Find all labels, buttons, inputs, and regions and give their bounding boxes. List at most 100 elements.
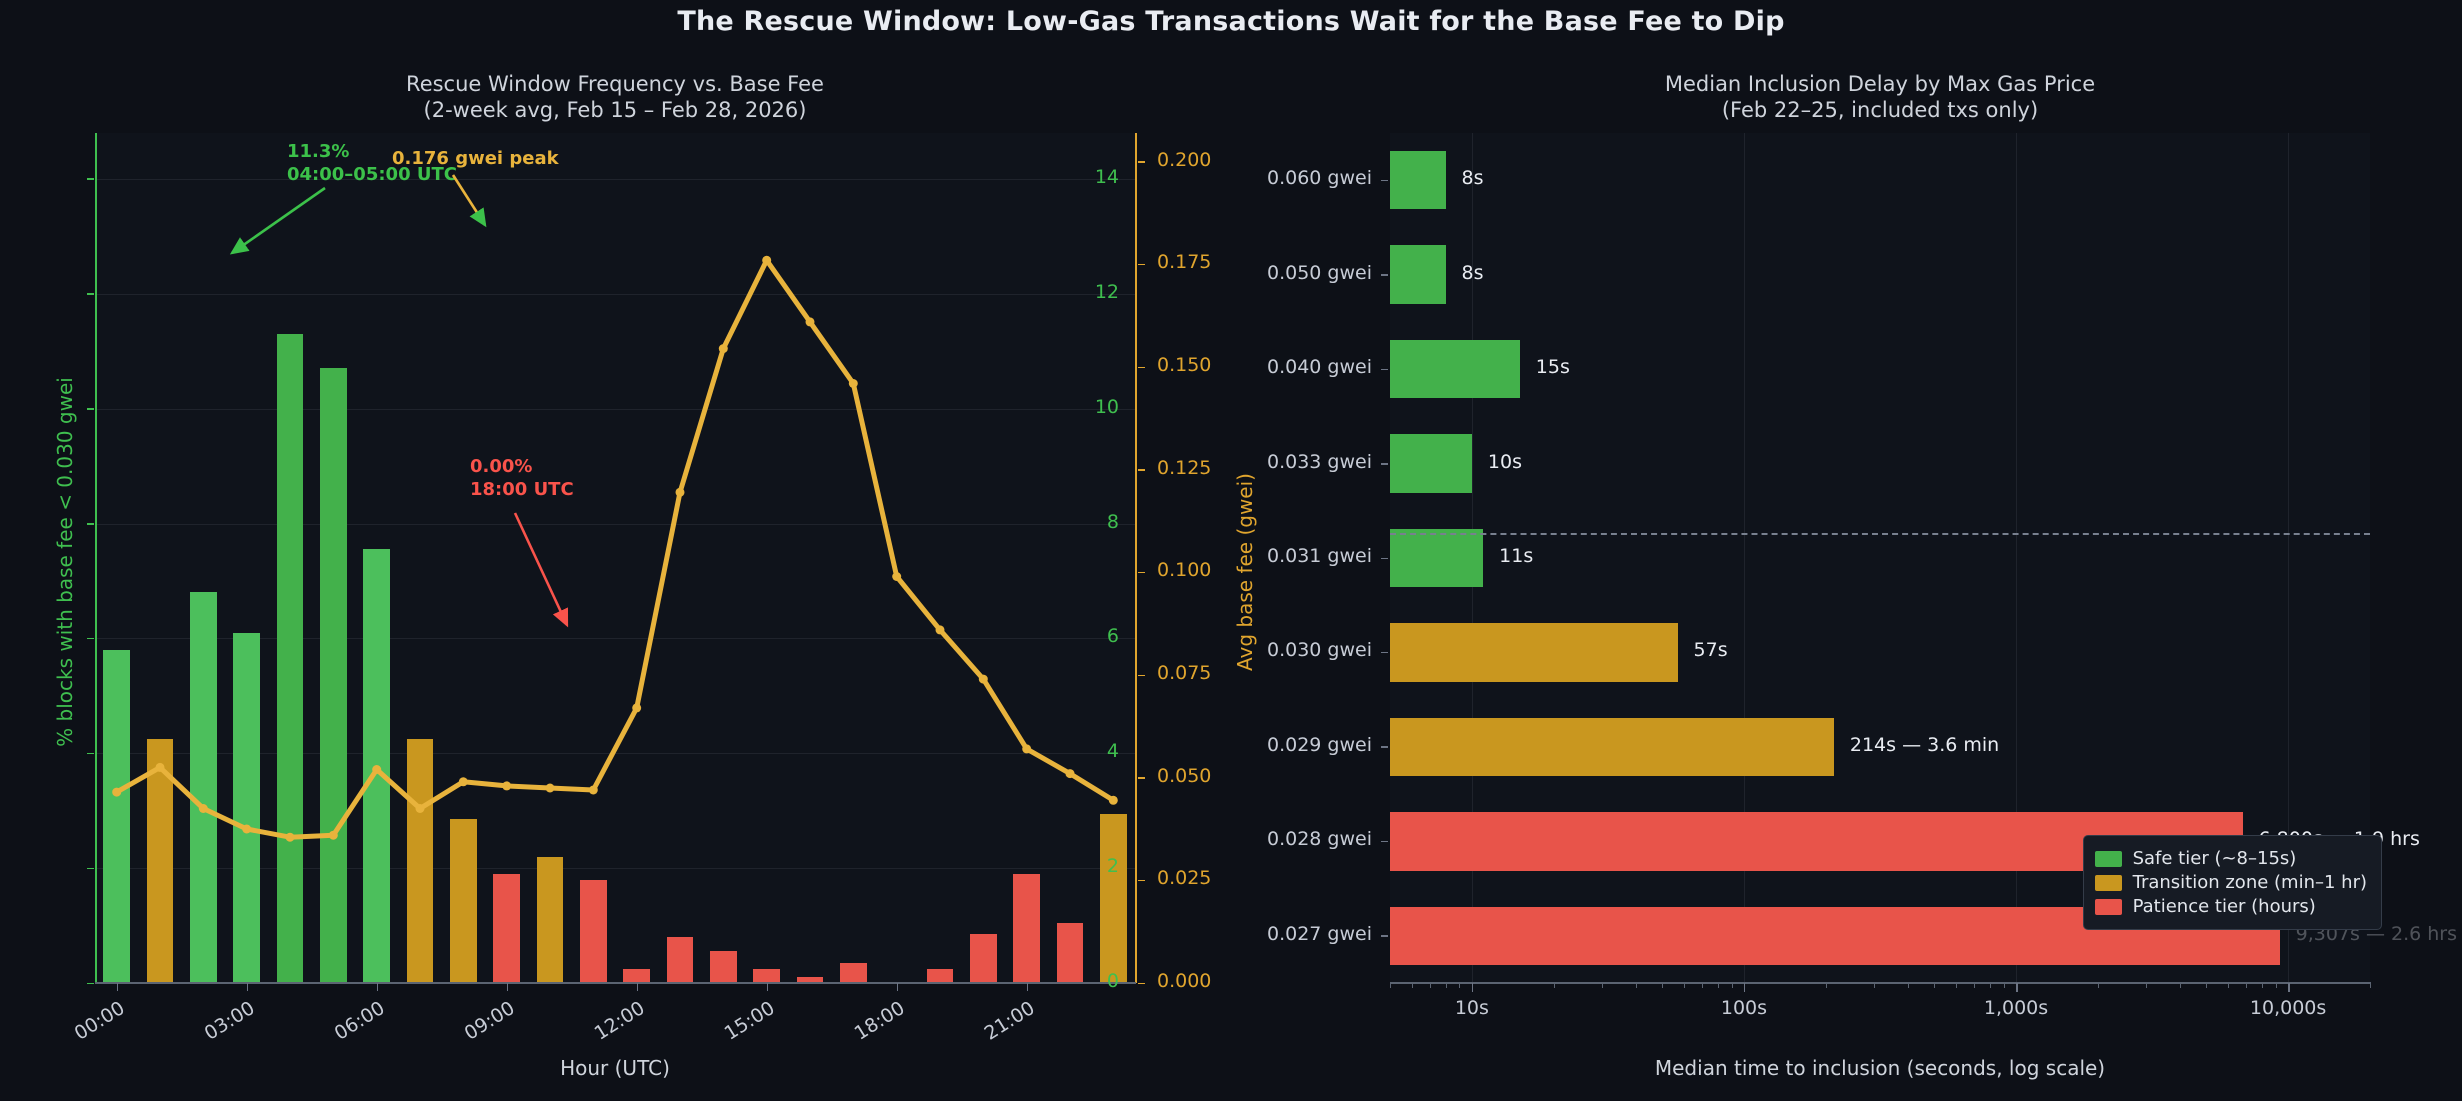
base-fee-point-20:00 — [978, 674, 988, 684]
x-minor-tickmark — [2145, 983, 2147, 988]
bar-hour-08:00 — [449, 819, 477, 983]
bar-hour-09:00 — [493, 873, 521, 983]
legend-swatch-transition-icon — [2094, 874, 2122, 891]
bar-hour-11:00 — [579, 879, 607, 983]
legend-label-patience: Patience tier (hours) — [2132, 896, 2316, 917]
base-fee-point-15:00 — [762, 255, 772, 265]
category-tickmark — [1381, 179, 1388, 182]
x-minor-tickmark — [2261, 983, 2263, 988]
gridline — [95, 983, 1135, 984]
category-label-0-028-gwei: 0.028 gwei — [1266, 828, 1372, 851]
tier-legend: Safe tier (~8–15s) Transition zone (min–… — [2082, 835, 2382, 930]
x-tickmark — [636, 983, 639, 991]
x-minor-tickmark — [2179, 983, 2181, 988]
vertical-gridline — [2016, 133, 2018, 983]
x-minor-tickmark — [1662, 983, 1664, 988]
x-minor-tickmark — [1973, 983, 1975, 988]
bar-hour-13:00 — [666, 937, 694, 983]
base-fee-point-01:00 — [155, 762, 165, 772]
x-tickmark — [376, 983, 379, 991]
left-y-tick-0: 0 — [1106, 970, 1119, 992]
left-y-tickmark — [87, 637, 94, 640]
category-label-0-050-gwei: 0.050 gwei — [1266, 261, 1372, 284]
value-label-0-040-gwei: 15s — [1535, 356, 1570, 379]
bar-hour-16:00 — [796, 977, 824, 983]
base-fee-point-09:00 — [502, 781, 512, 791]
x-tick-12:00: 12:00 — [590, 997, 649, 1045]
right-x-spine — [1390, 982, 2371, 984]
base-fee-point-18:00 — [892, 572, 902, 581]
right-y-tick-0.175: 0.175 — [1157, 251, 1212, 274]
base-fee-point-21:00 — [1022, 744, 1032, 754]
right-y-tick-0.050: 0.050 — [1157, 764, 1212, 787]
x-minor-tickmark — [1701, 983, 1703, 988]
annotation-zero-rescue-window: 0.00% 18:00 UTC — [470, 456, 574, 501]
left-y-tick-2: 2 — [1106, 855, 1119, 878]
x-tick-1,000s: 1,000s — [1983, 997, 2049, 1019]
bar-hour-10:00 — [536, 856, 564, 983]
base-fee-point-19:00 — [935, 625, 945, 635]
x-minor-tickmark — [1445, 983, 1447, 988]
x-tick-18:00: 18:00 — [850, 997, 909, 1045]
x-tick-06:00: 06:00 — [330, 997, 389, 1045]
category-label-0-033-gwei: 0.033 gwei — [1266, 450, 1372, 473]
value-label-0-029-gwei: 214s — 3.6 min — [1849, 733, 2000, 756]
x-minor-tickmark — [2003, 983, 2005, 988]
left-y-tickmark — [87, 867, 94, 870]
left-y-tickmark — [87, 178, 94, 180]
base-fee-line-series — [112, 255, 1118, 842]
right-y-spine — [1135, 133, 1137, 983]
bar-hour-01:00 — [146, 738, 174, 983]
x-minor-tickmark — [2097, 983, 2099, 988]
left-y-tick-12: 12 — [1094, 280, 1119, 303]
x-minor-tickmark — [1989, 983, 1991, 988]
x-tick-00:00: 00:00 — [70, 997, 129, 1045]
value-label-0-050-gwei: 8s — [1461, 261, 1484, 284]
legend-label-transition: Transition zone (min–1 hr) — [2132, 872, 2367, 893]
x-tick-10s: 10s — [1454, 997, 1489, 1019]
left-y-tick-14: 14 — [1094, 165, 1119, 188]
base-fee-point-17:00 — [848, 379, 858, 388]
category-label-0-027-gwei: 0.027 gwei — [1266, 922, 1372, 945]
right-chart-panel: 0.060 gwei 8s 0.050 gwei 8s 0.040 gwei 15s 0.0… — [1267, 133, 2457, 1019]
right-x-axis-label: Median time to inclusion (seconds, log s… — [1654, 1056, 2106, 1080]
x-tick-03:00: 03:00 — [200, 997, 259, 1045]
right-y-tickmark — [1138, 777, 1145, 779]
annotation-peak-base-fee: 0.176 gwei peak — [392, 148, 559, 169]
x-tick-100s: 100s — [1720, 997, 1768, 1019]
right-y-tick-0.200: 0.200 — [1157, 148, 1212, 171]
left-y-tick-6: 6 — [1106, 625, 1119, 648]
bar-hour-02:00 — [189, 592, 217, 983]
bar-hour-00:00 — [103, 649, 131, 983]
right-y-tickmark — [1138, 469, 1145, 471]
vertical-gridline — [2288, 133, 2290, 983]
x-tickmark — [506, 983, 509, 991]
legend-item-patience: Patience tier (hours) — [2094, 896, 2367, 917]
base-fee-point-00:00 — [112, 787, 122, 797]
bar-0-040-gwei — [1390, 339, 1520, 399]
x-minor-tickmark — [1825, 983, 1827, 988]
x-tickmark — [2288, 983, 2290, 992]
value-label-0-060-gwei: 8s — [1461, 167, 1484, 190]
left-y-tick-10: 10 — [1094, 395, 1119, 418]
base-fee-point-12:00 — [632, 703, 642, 713]
gridline — [95, 178, 1135, 180]
gridline — [95, 408, 1135, 410]
category-tickmark — [1381, 935, 1388, 937]
right-y-tickmark — [1138, 161, 1145, 163]
right-y-tick-0.025: 0.025 — [1157, 867, 1212, 890]
tier-divider-line — [1390, 533, 2370, 535]
bar-0-031-gwei — [1390, 528, 1484, 588]
base-fee-point-14:00 — [718, 344, 728, 354]
right-y-tick-0.150: 0.150 — [1157, 354, 1212, 377]
bar-hour-22:00 — [1056, 922, 1084, 983]
left-y-tick-4: 4 — [1106, 740, 1119, 763]
x-minor-tickmark — [1955, 983, 1957, 988]
category-tickmark — [1381, 840, 1388, 843]
base-fee-point-10:00 — [545, 783, 555, 793]
right-y-tickmark — [1138, 571, 1145, 574]
bar-hour-04:00 — [276, 334, 304, 983]
legend-item-safe: Safe tier (~8–15s) — [2094, 848, 2367, 869]
x-tickmark — [1471, 983, 1474, 992]
